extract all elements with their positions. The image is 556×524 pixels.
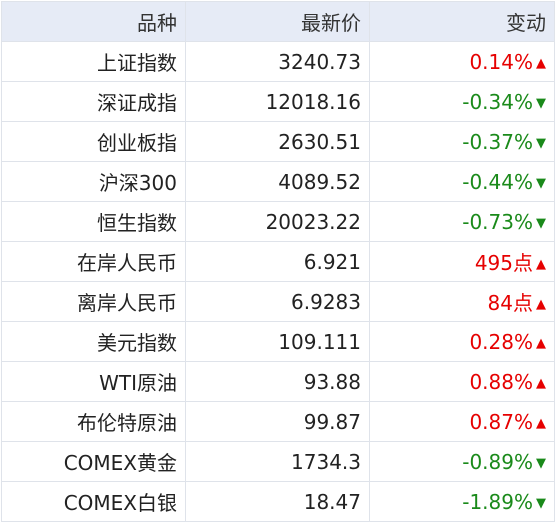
change-arrow: ▼: [536, 495, 546, 511]
header-cell: 最新价: [185, 1, 370, 42]
price-cell: 20023.22: [185, 201, 370, 242]
change-cell: -1.89% ▼: [369, 481, 555, 522]
table-body: 上证指数 3240.73 0.14% ▲ 深证成指 12018.16 -0.34% ▼ 创业板指…: [1, 41, 555, 522]
change-cell: 0.88% ▲: [369, 361, 555, 402]
name-cell: 创业板指: [1, 121, 186, 162]
price-cell: 4089.52: [185, 161, 370, 202]
quote-row: 布伦特原油 99.87 0.87% ▲: [1, 401, 555, 442]
change-cell: 495点 ▲: [369, 241, 555, 282]
price-cell: 6.921: [185, 241, 370, 282]
price-cell: 18.47: [185, 481, 370, 522]
header-cell: 品种: [1, 1, 186, 42]
change-value: -1.89%: [462, 489, 533, 514]
name-cell: 离岸人民币: [1, 281, 186, 322]
price-cell: 93.88: [185, 361, 370, 402]
quote-row: 在岸人民币 6.921 495点 ▲: [1, 241, 555, 282]
change-arrow: ▲: [536, 297, 546, 312]
quote-row: 上证指数 3240.73 0.14% ▲: [1, 41, 555, 82]
quote-row: 恒生指数 20023.22 -0.73% ▼: [1, 201, 555, 242]
change-value: 0.28%: [469, 329, 533, 354]
change-value: -0.44%: [462, 169, 533, 194]
change-cell: -0.34% ▼: [369, 81, 555, 122]
quote-row: WTI原油 93.88 0.88% ▲: [1, 361, 555, 402]
change-cell: 0.14% ▲: [369, 41, 555, 82]
change-arrow: ▲: [536, 375, 546, 391]
change-cell: 84点 ▲: [369, 281, 555, 322]
name-cell: 沪深300: [1, 161, 186, 202]
name-cell: COMEX白银: [1, 481, 186, 522]
name-cell: WTI原油: [1, 361, 186, 402]
change-arrow: ▼: [536, 455, 546, 471]
name-cell: 上证指数: [1, 41, 186, 82]
quote-row: 创业板指 2630.51 -0.37% ▼: [1, 121, 555, 162]
change-cell: 0.28% ▲: [369, 321, 555, 362]
price-cell: 1734.3: [185, 441, 370, 482]
change-arrow: ▲: [536, 257, 546, 272]
name-cell: 美元指数: [1, 321, 186, 362]
quote-row: 沪深300 4089.52 -0.44% ▼: [1, 161, 555, 202]
name-cell: 布伦特原油: [1, 401, 186, 442]
change-arrow: ▼: [536, 135, 546, 151]
price-cell: 2630.51: [185, 121, 370, 162]
change-arrow: ▼: [536, 175, 546, 191]
price-cell: 109.111: [185, 321, 370, 362]
change-value: -0.37%: [462, 129, 533, 154]
change-value: -0.34%: [462, 89, 533, 114]
change-arrow: ▲: [536, 335, 546, 351]
change-cell: -0.89% ▼: [369, 441, 555, 482]
change-value: 0.87%: [469, 409, 533, 434]
header-cell: 变动: [369, 1, 555, 42]
quote-row: 美元指数 109.111 0.28% ▲: [1, 321, 555, 362]
name-cell: COMEX黄金: [1, 441, 186, 482]
price-cell: 3240.73: [185, 41, 370, 82]
quote-row: 深证成指 12018.16 -0.34% ▼: [1, 81, 555, 122]
quote-row: COMEX白银 18.47 -1.89% ▼: [1, 481, 555, 522]
change-cell: 0.87% ▲: [369, 401, 555, 442]
change-cell: -0.73% ▼: [369, 201, 555, 242]
change-value: 0.14%: [469, 49, 533, 74]
table-header: 品种 最新价 变动: [1, 1, 555, 42]
name-cell: 在岸人民币: [1, 241, 186, 282]
quote-row: COMEX黄金 1734.3 -0.89% ▼: [1, 441, 555, 482]
change-arrow: ▼: [536, 215, 546, 231]
name-cell: 深证成指: [1, 81, 186, 122]
price-cell: 99.87: [185, 401, 370, 442]
header-row: 品种 最新价 变动: [1, 1, 555, 42]
change-cell: -0.44% ▼: [369, 161, 555, 202]
name-cell: 恒生指数: [1, 201, 186, 242]
change-value: 84点: [487, 291, 533, 315]
change-value: -0.89%: [462, 449, 533, 474]
quote-row: 离岸人民币 6.9283 84点 ▲: [1, 281, 555, 322]
price-cell: 12018.16: [185, 81, 370, 122]
change-arrow: ▼: [536, 95, 546, 111]
change-value: 495点: [474, 251, 533, 275]
price-cell: 6.9283: [185, 281, 370, 322]
change-value: -0.73%: [462, 209, 533, 234]
change-value: 0.88%: [469, 369, 533, 394]
change-cell: -0.37% ▼: [369, 121, 555, 162]
change-arrow: ▲: [536, 55, 546, 71]
change-arrow: ▲: [536, 415, 546, 431]
